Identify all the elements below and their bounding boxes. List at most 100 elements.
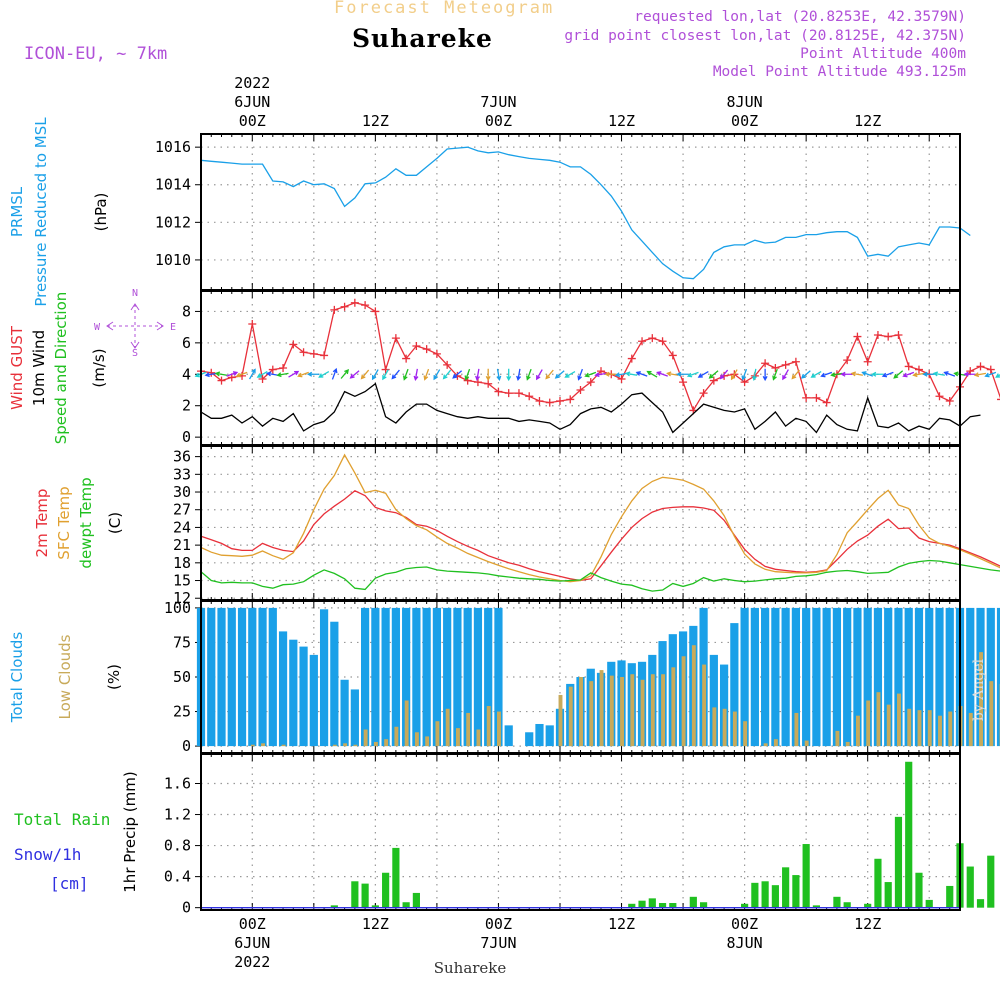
panel-clouds: 0 25 50 75 100 Total Clouds Low Clouds (%) by An… — [8, 599, 1000, 755]
bar-total-clouds — [986, 607, 995, 747]
wind-direction-arrow — [871, 371, 884, 377]
y-tick-label: 50 — [173, 668, 191, 686]
bar-low-clouds — [394, 726, 399, 747]
top-time-label: 12Z — [362, 112, 389, 130]
model-altitude: Model Point Altitude 493.125m — [712, 64, 966, 80]
bar-total-rain — [833, 896, 841, 908]
data-point-marker — [986, 365, 995, 374]
bar-low-clouds — [404, 700, 409, 747]
y-tick-label: 24 — [173, 518, 191, 536]
bar-total-clouds — [258, 607, 267, 747]
data-point-marker — [935, 392, 944, 401]
wind-direction-arrow — [782, 369, 789, 381]
bar-low-clouds — [968, 712, 973, 747]
bar-low-clouds — [373, 741, 378, 747]
data-point-marker — [412, 342, 421, 350]
bar-low-clouds — [732, 711, 737, 747]
bar-total-rain — [884, 882, 892, 908]
wind-direction-arrow — [922, 371, 935, 377]
bar-total-clouds — [761, 607, 770, 747]
bar-total-clouds — [791, 607, 800, 747]
bar-total-clouds — [996, 607, 1000, 747]
wind-direction-arrow — [800, 370, 811, 379]
data-point-marker — [309, 349, 318, 358]
bar-low-clouds — [353, 744, 358, 747]
data-point-marker — [648, 334, 657, 343]
bar-low-clouds — [712, 707, 717, 747]
bar-low-clouds — [855, 715, 860, 747]
wind-direction-arrow — [391, 369, 400, 380]
bar-total-clouds — [781, 607, 790, 747]
bottom-time-label: 7JUN — [480, 934, 516, 952]
data-point-marker — [699, 389, 708, 398]
bar-total-clouds — [904, 607, 913, 747]
bar-total-rain — [966, 866, 974, 908]
bar-low-clouds — [445, 708, 450, 747]
data-point-marker — [330, 305, 339, 314]
bar-total-clouds — [309, 654, 318, 747]
bottom-time-label: 2022 — [234, 953, 270, 971]
wind-direction-arrow — [331, 367, 338, 380]
bar-total-clouds — [843, 607, 852, 747]
wind-direction-arrow — [204, 372, 217, 378]
bar-total-clouds — [473, 607, 483, 747]
data-point-marker — [402, 354, 411, 363]
data-point-marker — [576, 386, 585, 394]
top-time-label: 12Z — [854, 112, 881, 130]
bar-low-clouds — [476, 729, 481, 747]
bar-total-clouds — [207, 607, 216, 747]
panel-frame — [200, 133, 961, 291]
y-tick-label: 1014 — [155, 176, 191, 194]
series-10m-wind — [200, 382, 981, 434]
data-point-marker — [843, 356, 852, 365]
bar-total-rain — [792, 875, 800, 908]
bar-low-clouds — [835, 730, 840, 747]
panel-ylabel: 10m Wind — [30, 330, 48, 406]
bar-total-rain — [812, 905, 820, 908]
y-tick-label: 33 — [173, 465, 191, 483]
bar-total-clouds — [361, 607, 370, 747]
bar-total-rain — [751, 882, 759, 908]
bar-total-rain — [905, 761, 913, 908]
bar-total-rain — [330, 905, 338, 908]
bar-total-clouds — [535, 723, 544, 747]
data-point-marker — [812, 393, 821, 402]
bar-total-clouds — [914, 607, 924, 747]
bar-low-clouds — [876, 692, 881, 747]
wind-direction-arrow — [635, 371, 648, 377]
data-point-marker — [781, 360, 790, 369]
bar-low-clouds — [907, 708, 912, 747]
bar-total-clouds — [740, 607, 749, 747]
wind-direction-arrow — [893, 370, 904, 379]
y-tick-label: 6 — [182, 334, 191, 352]
wind-direction-arrow — [614, 372, 628, 378]
wind-direction-arrow — [741, 368, 748, 381]
wind-direction-arrow — [506, 368, 512, 382]
wind-direction-arrow — [516, 368, 522, 382]
bar-low-clouds — [435, 721, 440, 747]
bar-total-rain — [382, 872, 390, 908]
bar-total-rain — [976, 899, 985, 908]
model-label: ICON-EU, ~ 7km — [24, 44, 168, 64]
wind-direction-arrow — [464, 368, 471, 381]
compass-south: S — [132, 348, 138, 359]
wind-direction-arrow — [995, 373, 1000, 378]
location-title: Suhareke — [352, 24, 493, 53]
data-point-marker — [443, 360, 452, 369]
bar-total-rain — [782, 867, 790, 908]
chart-subtitle: Forecast Meteogram — [334, 0, 555, 18]
data-point-marker — [761, 359, 770, 368]
bottom-time-label: 00Z — [485, 915, 512, 933]
wind-direction-arrow — [625, 371, 638, 377]
y-tick-label: 1010 — [155, 251, 191, 269]
bar-total-clouds — [237, 607, 247, 747]
bar-total-rain — [843, 902, 851, 908]
wind-direction-arrow — [288, 370, 300, 378]
data-point-marker — [258, 375, 267, 383]
panel-pressure: 1010 1012 1014 1016 PRMSL Pressure Reduced to… — [8, 117, 971, 307]
bar-total-clouds — [719, 664, 729, 747]
wind-direction-arrow — [762, 368, 768, 382]
data-point-marker — [525, 392, 534, 401]
panel-frame — [200, 753, 961, 911]
panel-precip: 0 0.4 0.8 1.2 1.6 1hr Precip (mm) Total Rain Sn… — [14, 753, 995, 917]
